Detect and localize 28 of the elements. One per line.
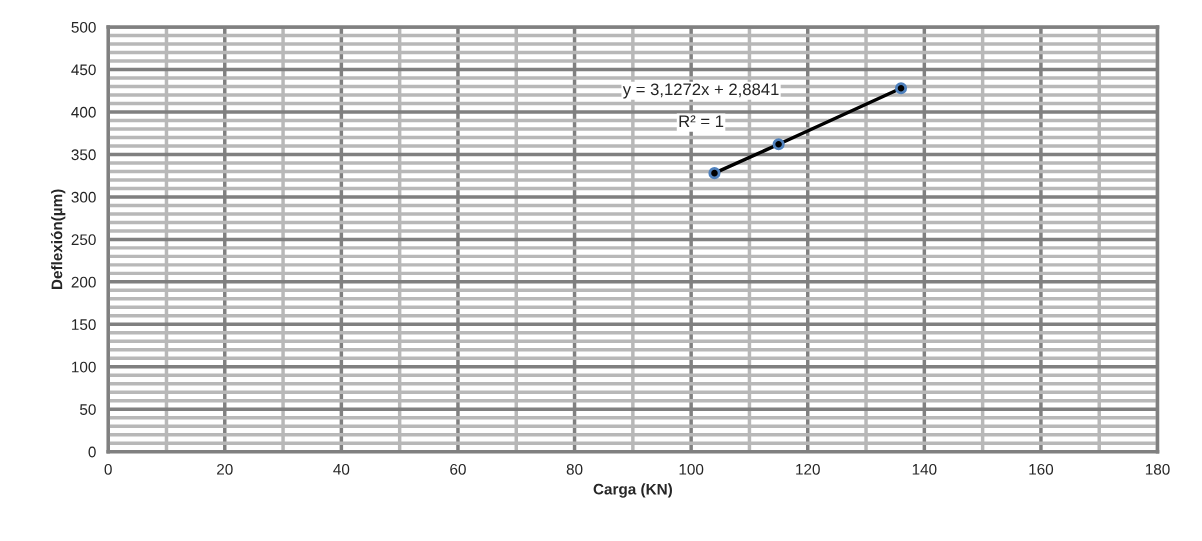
point (708, 167, 721, 180)
x-tick-label: 160 (1029, 463, 1054, 475)
y-tick-label: 0 (88, 446, 96, 458)
y-tick-label: 200 (71, 276, 96, 288)
x-tick-label: 20 (217, 463, 233, 475)
y-tick-label: 150 (72, 319, 96, 331)
point (894, 82, 908, 95)
x-axis-title: Carga (KN) (593, 483, 672, 498)
y-tick-label: 100 (72, 361, 96, 373)
y-axis-title: Deflexión(µm) (50, 189, 66, 290)
x-tick-label: 60 (450, 463, 466, 475)
y-tick-label: 450 (71, 64, 96, 76)
y-tick-label: 250 (71, 234, 96, 246)
y-tick-label: 350 (71, 149, 96, 161)
annotation: R² = 1 (679, 115, 724, 127)
x-tick-label: 80 (566, 463, 583, 475)
x-tick-label: 140 (912, 463, 937, 475)
x-tick-label: 180 (1145, 463, 1170, 475)
x-tick-label: 120 (796, 463, 820, 475)
point (772, 138, 785, 151)
y-tick-label: 300 (71, 191, 96, 203)
y-tick-label: 50 (79, 404, 96, 415)
x-tick-label: 100 (679, 463, 704, 475)
annotation: y = 3,1272x + 2,8841 (622, 83, 779, 99)
x-tick-label: 0 (104, 463, 112, 475)
y-tick-label: 500 (71, 21, 96, 33)
y-tick-label: 400 (71, 106, 96, 118)
x-tick-label: 40 (333, 463, 350, 475)
